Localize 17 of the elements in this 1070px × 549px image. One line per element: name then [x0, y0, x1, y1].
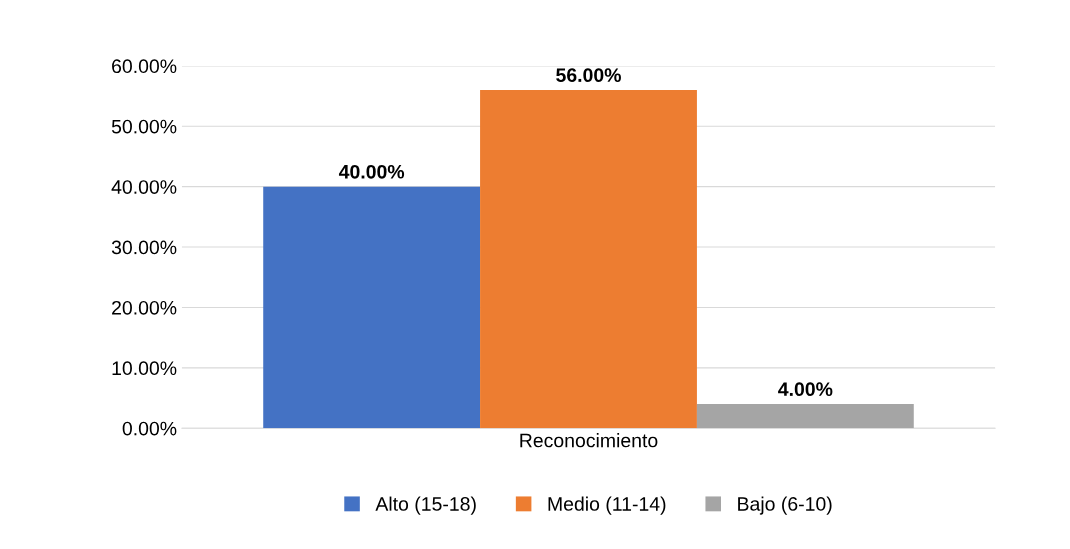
bar — [480, 90, 697, 429]
data-label: 4.00% — [778, 382, 833, 397]
y-tick-label: 50.00% — [111, 119, 177, 134]
legend-label: Bajo (6-10) — [738, 496, 832, 515]
y-tick-label: 10.00% — [112, 361, 177, 376]
legend-label: Medio (11-14) — [548, 496, 666, 515]
y-tick-label: 60.00% — [112, 59, 177, 74]
bar — [696, 404, 914, 429]
bar — [263, 186, 481, 429]
x-tick-label: Reconocimiento — [520, 433, 658, 448]
y-tick-label: 30.00% — [111, 240, 177, 255]
y-tick-label: 20.00% — [112, 300, 177, 315]
y-tick-label: 40.00% — [111, 180, 177, 194]
legend-label: Alto (15-18) — [375, 496, 476, 515]
data-label: 40.00% — [338, 164, 405, 179]
y-tick-label: 0.00% — [122, 421, 177, 436]
data-label: 56.00% — [556, 68, 621, 83]
